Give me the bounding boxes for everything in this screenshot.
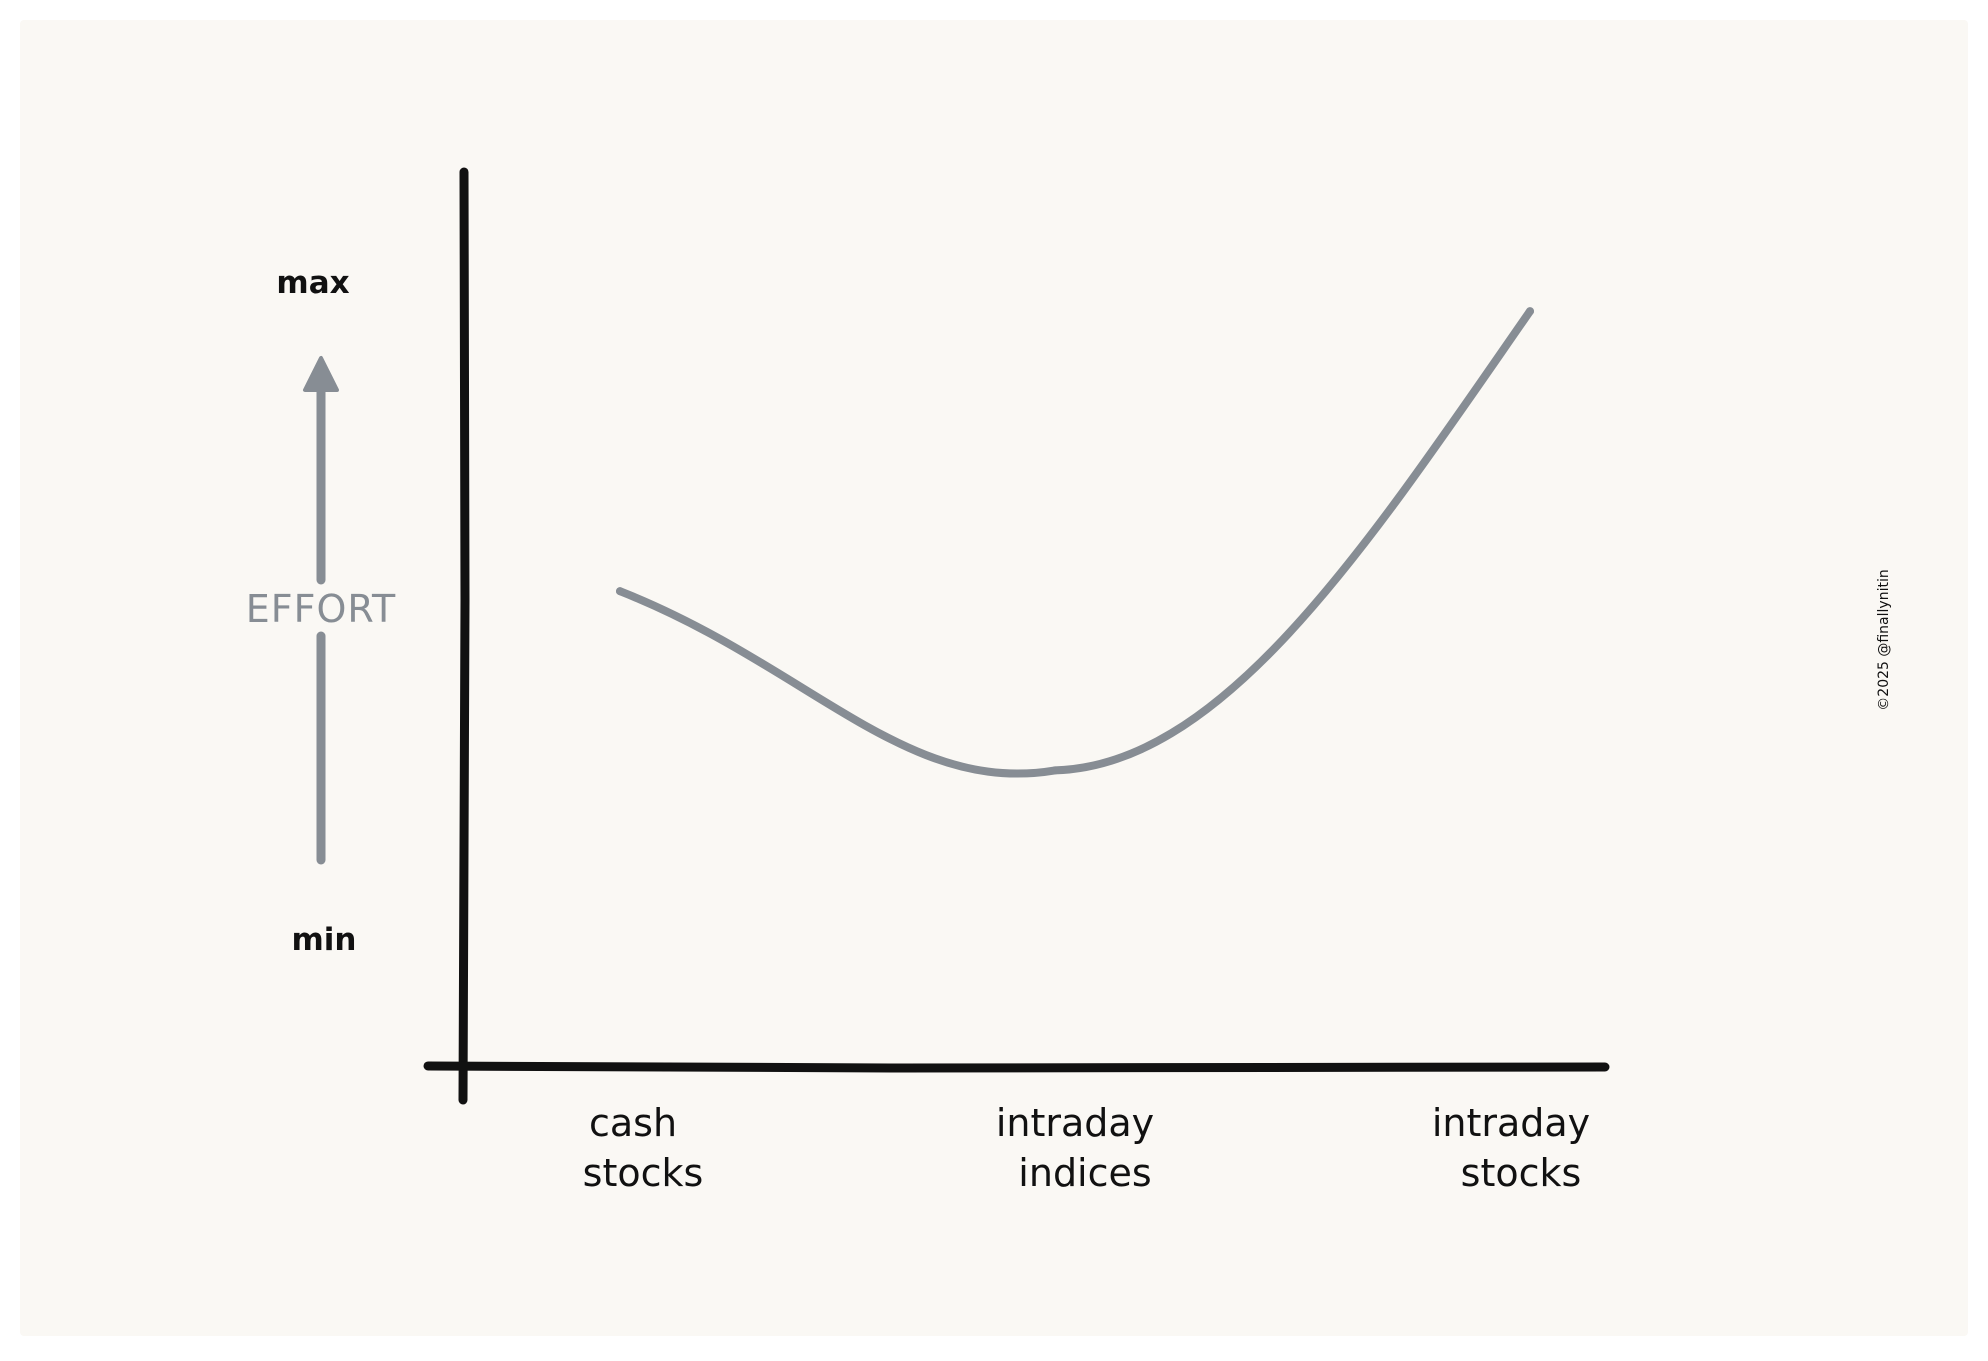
data-point-1 xyxy=(1051,766,1059,775)
y-axis-line xyxy=(458,167,470,1105)
x-tick-label-0: cash stocks xyxy=(583,1101,704,1195)
data-point-0 xyxy=(616,587,624,596)
x-tick-label-2: intraday stocks xyxy=(1432,1101,1590,1195)
chart-panel xyxy=(20,20,1968,1336)
x-axis-line xyxy=(423,1061,1610,1073)
effort-series-line xyxy=(616,307,1534,778)
y-max-label: max xyxy=(276,265,349,301)
x-tick-label-1: intraday indices xyxy=(996,1101,1154,1195)
y-min-label: min xyxy=(292,922,357,958)
data-point-2 xyxy=(1526,307,1534,316)
effort-arrow-head xyxy=(303,356,339,392)
copyright-watermark: ©2025 @finallynitin xyxy=(1876,569,1892,710)
y-axis-label: EFFORT xyxy=(246,587,397,631)
